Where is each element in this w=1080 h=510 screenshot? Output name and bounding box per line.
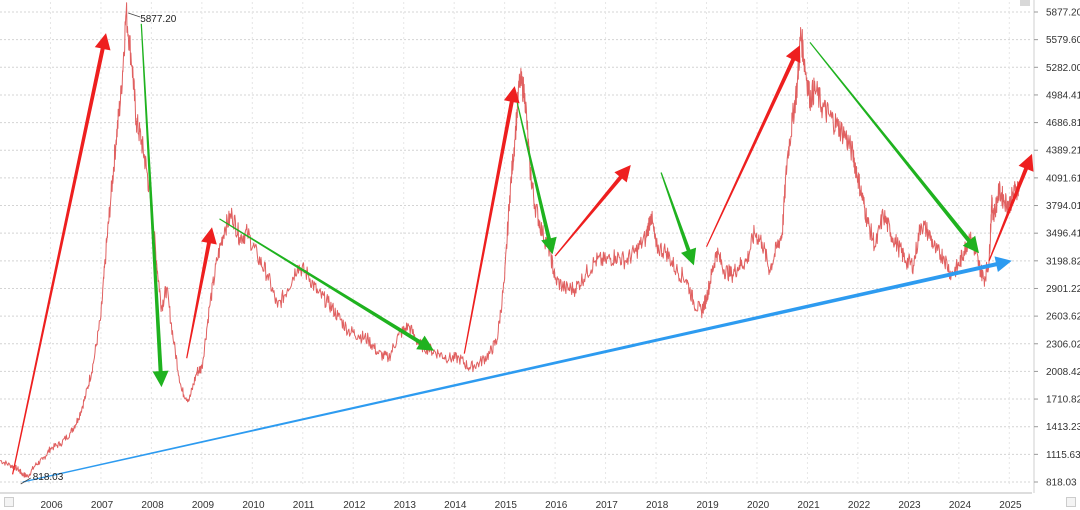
- scroll-left-button[interactable]: [4, 497, 14, 507]
- trend-arrow-down: [660, 172, 697, 266]
- y-tick-label: 818.03: [1046, 478, 1077, 489]
- trend-arrow-up: [186, 227, 217, 359]
- annotation-layer: 5877.20 818.03: [20, 12, 177, 485]
- x-tick-label: 2022: [848, 500, 871, 510]
- trend-arrow-shape: [22, 256, 1012, 483]
- trend-arrow-up: [12, 33, 111, 475]
- trend-arrow-down: [516, 102, 557, 255]
- y-tick-label: 3496.41: [1046, 229, 1080, 240]
- trend-arrow-shape: [140, 23, 169, 388]
- x-tick-label: 2009: [192, 500, 215, 510]
- trend-arrow-shape: [12, 33, 111, 475]
- x-tick-label: 2017: [596, 500, 619, 510]
- y-tick-label: 5579.60: [1046, 35, 1080, 46]
- trend-arrow-up: [463, 86, 520, 354]
- trend-arrow-shape: [706, 45, 801, 248]
- trend-arrow-up: [554, 165, 631, 257]
- y-tick-label: 3198.82: [1046, 256, 1080, 267]
- trend-arrow-shape: [219, 218, 434, 351]
- low-value-label: 818.03: [33, 472, 64, 483]
- x-tick-label: 2020: [747, 500, 770, 510]
- trend-arrow-shape: [809, 42, 979, 254]
- y-tick-label: 4686.81: [1046, 118, 1080, 129]
- x-tick-label: 2018: [646, 500, 669, 510]
- trend-arrow-shape: [463, 86, 520, 354]
- x-tick-label: 2007: [91, 500, 114, 510]
- x-tick-label: 2012: [343, 500, 366, 510]
- trend-arrow-shape: [516, 102, 557, 255]
- y-tick-label: 2901.22: [1046, 284, 1080, 295]
- x-tick-label: 2016: [545, 500, 568, 510]
- y-tick-label: 4984.41: [1046, 90, 1080, 101]
- x-tick-label: 2015: [495, 500, 518, 510]
- trend-arrow-up: [988, 153, 1034, 261]
- trend-arrow-up: [22, 256, 1012, 483]
- x-tick-label: 2024: [949, 500, 972, 510]
- x-tick-label: 2023: [898, 500, 921, 510]
- trend-arrow-shape: [660, 172, 697, 266]
- y-tick-label: 1413.23: [1046, 422, 1080, 433]
- x-tick-label: 2021: [797, 500, 820, 510]
- y-tick-label: 4091.61: [1046, 173, 1080, 184]
- x-tick-label: 2010: [242, 500, 265, 510]
- x-tick-label: 2006: [40, 500, 63, 510]
- x-tick-label: 2019: [697, 500, 720, 510]
- x-tick-label: 2025: [999, 500, 1022, 510]
- trend-arrow-down: [809, 42, 979, 254]
- y-tick-label: 1710.82: [1046, 395, 1080, 406]
- x-tick-label: 2011: [293, 500, 315, 510]
- y-tick-label: 2306.02: [1046, 339, 1080, 350]
- scroll-right-button[interactable]: [1066, 497, 1076, 507]
- x-tick-label: 2013: [394, 500, 417, 510]
- low-marker-leader: [20, 477, 31, 485]
- y-tick-label: 5282.00: [1046, 63, 1080, 74]
- trend-arrow-shape: [554, 165, 631, 257]
- scroll-up-button[interactable]: [1020, 0, 1030, 6]
- high-value-label: 5877.20: [140, 14, 177, 25]
- y-tick-label: 5877.20: [1046, 8, 1080, 19]
- y-tick-label: 3794.01: [1046, 201, 1080, 212]
- trend-arrow-up: [706, 45, 801, 248]
- trend-arrow-layer: [12, 23, 1034, 483]
- trend-arrow-shape: [186, 227, 217, 359]
- x-tick-label: 2014: [444, 500, 467, 510]
- trend-arrow-shape: [988, 153, 1034, 261]
- y-tick-label: 4389.21: [1046, 146, 1080, 157]
- y-tick-label: 2603.62: [1046, 312, 1080, 323]
- y-tick-label: 1115.63: [1046, 450, 1080, 461]
- trend-arrow-down: [140, 23, 169, 388]
- high-marker-leader: [128, 12, 141, 18]
- y-tick-label: 2008.42: [1046, 367, 1080, 378]
- trend-arrow-down: [219, 218, 434, 351]
- x-tick-label: 2008: [141, 500, 164, 510]
